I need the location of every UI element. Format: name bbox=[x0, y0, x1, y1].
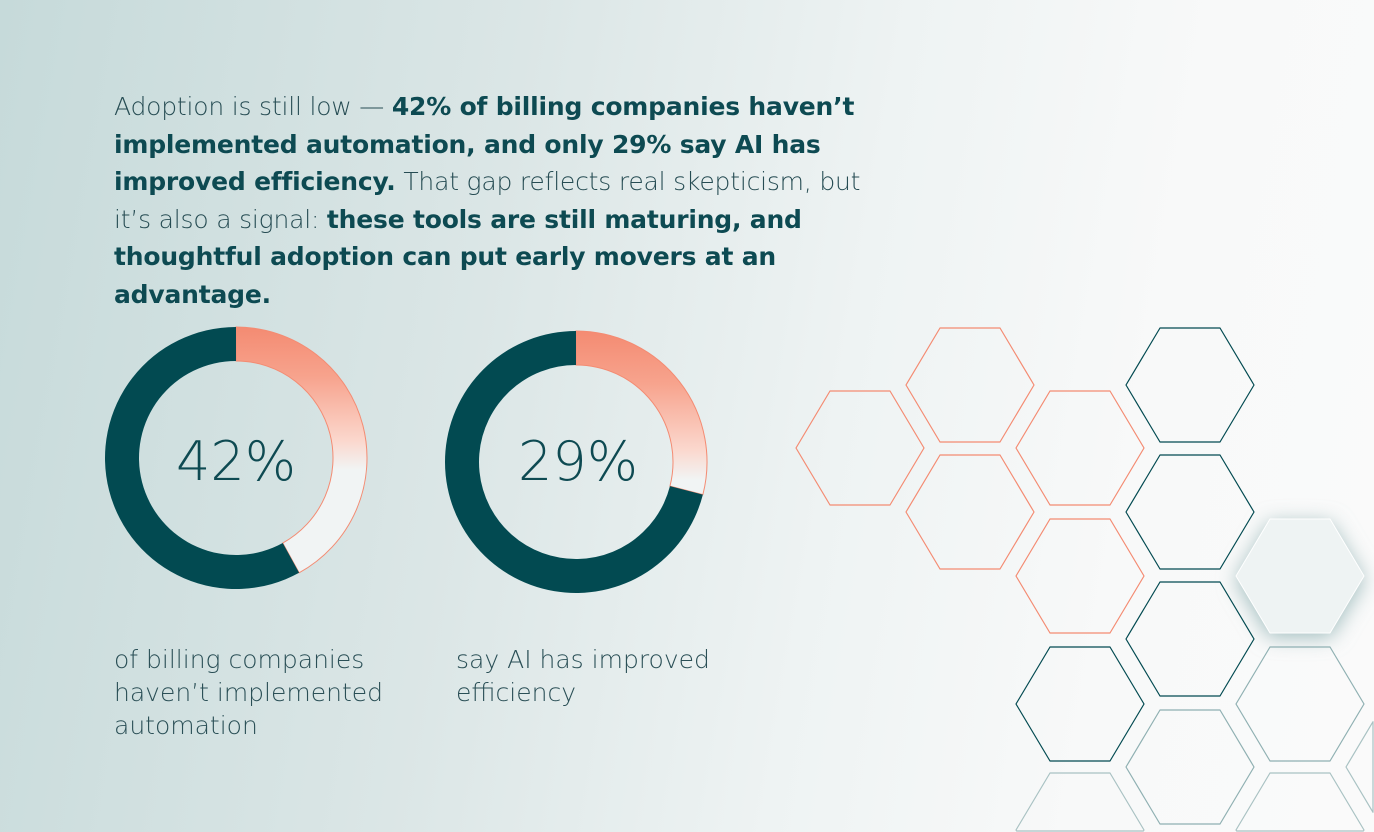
hexagon-outline bbox=[1125, 327, 1255, 443]
donut-chart-29 bbox=[445, 330, 708, 593]
donut-value-label: 42% bbox=[176, 430, 296, 493]
hexagon-outline bbox=[795, 390, 925, 506]
hexagon-decoration bbox=[795, 327, 1374, 832]
hexagon-filled bbox=[1235, 518, 1365, 634]
hexagon-outline bbox=[1235, 772, 1365, 832]
donut-base-segment bbox=[105, 327, 300, 590]
hexagon-outline bbox=[1015, 518, 1145, 634]
hexagon-outline bbox=[1125, 454, 1255, 570]
hexagon-outline bbox=[905, 454, 1035, 570]
donut-highlight-segment bbox=[235, 326, 368, 574]
donut-highlight-segment bbox=[575, 330, 708, 496]
hexagon-outline bbox=[1125, 581, 1255, 697]
hexagon-outline bbox=[1235, 646, 1365, 762]
intro-segment: That gap reflects real skepticism, but i… bbox=[114, 167, 861, 234]
hexagon-outline bbox=[1125, 709, 1255, 825]
donut-caption: say AI has improved efficiency bbox=[456, 645, 710, 707]
hexagon-outline bbox=[1015, 390, 1145, 506]
intro-segment-bold: 42% of billing companies haven’t impleme… bbox=[114, 92, 855, 196]
donut-value-label: 29% bbox=[518, 430, 638, 493]
intro-paragraph: Adoption is still low — 42% of billing c… bbox=[114, 88, 904, 313]
donut-chart-42 bbox=[105, 326, 368, 590]
hexagon-outline bbox=[905, 327, 1035, 443]
hexagon-outline bbox=[1345, 721, 1374, 813]
intro-segment: Adoption is still low — bbox=[114, 92, 392, 121]
intro-segment-bold: these tools are still maturing, and thou… bbox=[114, 204, 802, 309]
hexagon-outline bbox=[1015, 772, 1145, 832]
hexagon-outline bbox=[1015, 646, 1145, 762]
donut-caption: of billing companies haven’t implemented… bbox=[114, 645, 384, 740]
